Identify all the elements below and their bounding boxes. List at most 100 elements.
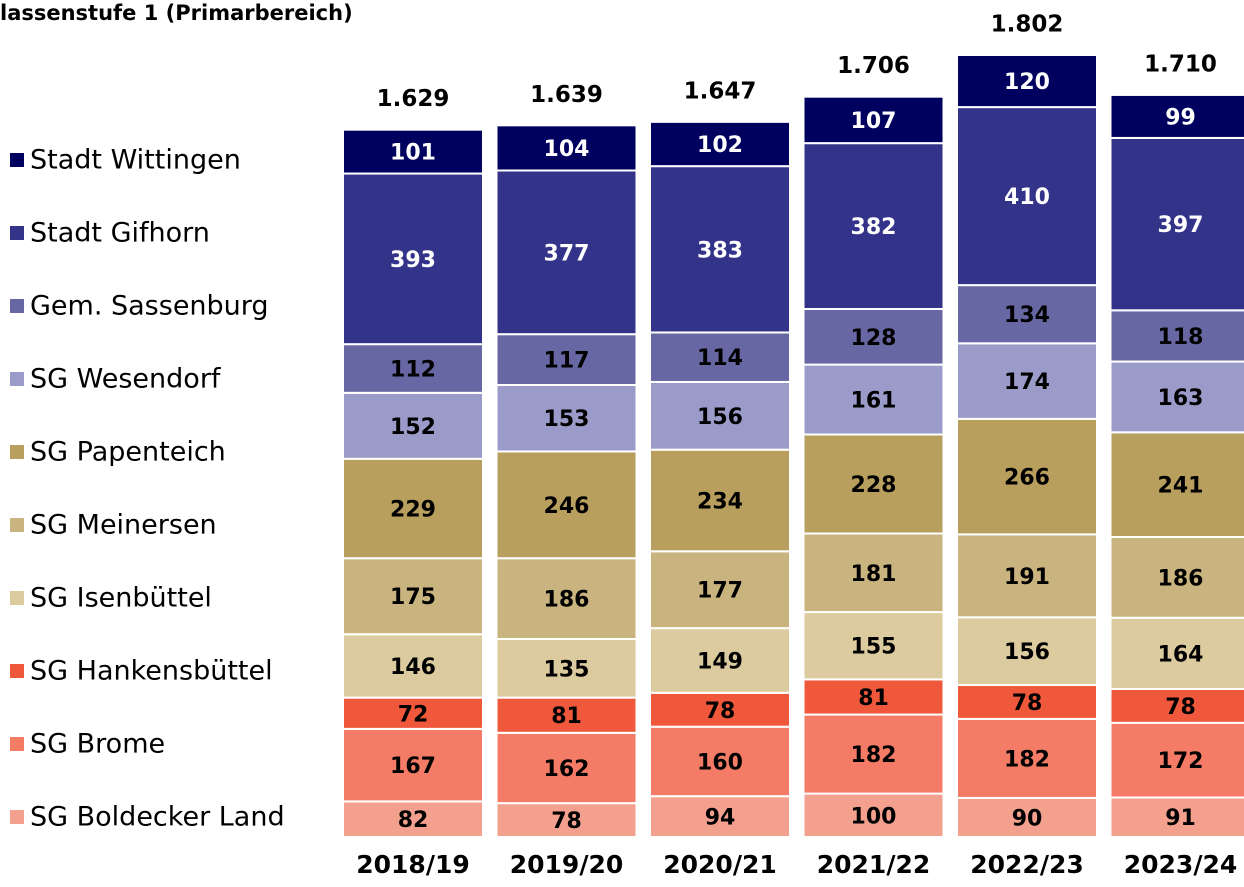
data-label: 112 [390,357,436,382]
data-label: 78 [1012,691,1043,716]
bar-segment [495,450,638,560]
data-label: 172 [1158,749,1204,774]
bar-segment [802,95,945,145]
bar-segment [495,802,638,838]
legend-swatch [10,664,24,678]
bar-segment [1109,616,1244,690]
bar-segment [342,457,484,560]
total-label: 1.710 [1144,51,1217,77]
bar-segment [802,713,945,795]
data-label: 163 [1158,386,1204,411]
total-label: 1.706 [837,53,910,79]
data-label: 160 [697,750,743,775]
bar-segment [649,550,791,630]
bar-segment [956,533,1098,619]
data-label: 117 [544,349,590,374]
data-label: 186 [1158,566,1204,591]
legend-swatch [10,445,24,459]
data-label: 182 [1004,747,1050,772]
bar-segment [649,120,791,168]
data-label: 114 [697,346,743,371]
bar-segment [1109,93,1244,139]
data-label: 246 [544,494,590,519]
bar-segment [342,800,484,838]
data-label: 81 [551,704,582,729]
bar-segment [956,54,1098,109]
data-label: 175 [390,585,436,610]
legend-swatch [10,737,24,751]
legend-swatch [10,518,24,532]
bar-segment [495,124,638,172]
x-tick-label: 2021/22 [817,850,931,879]
bar-segment [956,342,1098,420]
data-label: 191 [1004,565,1050,590]
data-label: 78 [705,699,736,724]
bar-segment [1109,796,1244,838]
bar-segment [342,391,484,460]
data-label: 104 [544,137,590,162]
bar-segment [956,796,1098,838]
data-label: 186 [544,588,590,613]
bar-segment [1109,360,1244,434]
data-label: 94 [705,806,736,831]
data-label: 155 [851,635,897,660]
bar-segment [802,433,945,535]
bar-segment [956,284,1098,345]
bar-segment [956,106,1098,287]
bar-segment [1109,136,1244,312]
legend-swatch [10,299,24,313]
data-label: 377 [544,241,590,266]
bar-segment [342,633,484,699]
data-label: 82 [398,808,429,833]
legend-label: Gem. Sassenburg [30,291,269,322]
data-label: 134 [1004,303,1050,328]
data-label: 78 [551,809,582,834]
data-label: 78 [1165,695,1196,720]
data-label: 410 [1004,185,1050,210]
data-label: 152 [390,415,436,440]
data-label: 118 [1158,325,1204,350]
data-label: 156 [1004,640,1050,665]
data-label: 135 [544,657,590,682]
legend-label: SG Wesendorf [30,364,222,395]
data-label: 162 [544,757,590,782]
data-label: 228 [851,473,897,498]
data-label: 101 [390,141,436,166]
data-label: 81 [858,686,889,711]
data-label: 120 [1004,70,1050,95]
total-label: 1.639 [530,82,603,108]
bar-segment [342,128,484,175]
bar-segment [956,717,1098,799]
data-label: 174 [1004,370,1050,395]
bar-segment [1109,721,1244,799]
data-label: 234 [697,489,743,514]
legend-label: SG Hankensbüttel [30,656,273,687]
bar-segment [649,448,791,553]
bar-segment [1109,535,1244,619]
data-label: 229 [390,498,436,523]
chart-title: lassenstufe 1 (Primarbereich) [0,1,353,25]
data-label: 181 [851,562,897,587]
data-label: 128 [851,326,897,351]
legend-label: SG Isenbüttel [30,583,212,614]
data-label: 100 [851,804,897,829]
legend-swatch [10,372,24,386]
bar-segment [342,727,484,803]
bar-segment [495,696,638,734]
bar-segment [802,611,945,681]
data-label: 393 [390,248,436,273]
data-label: 102 [697,133,743,158]
legend-label: SG Boldecker Land [30,802,285,833]
bar-segment [1109,431,1244,538]
data-label: 161 [851,389,897,414]
legend-label: SG Brome [30,729,165,760]
x-tick-label: 2022/23 [970,850,1084,879]
bar-segment [649,627,791,694]
x-tick-label: 2020/21 [663,850,777,879]
bar-segment [342,557,484,636]
data-label: 99 [1165,105,1196,130]
data-label: 182 [851,743,897,768]
bar-segment [342,172,484,346]
total-label: 1.647 [684,78,757,104]
